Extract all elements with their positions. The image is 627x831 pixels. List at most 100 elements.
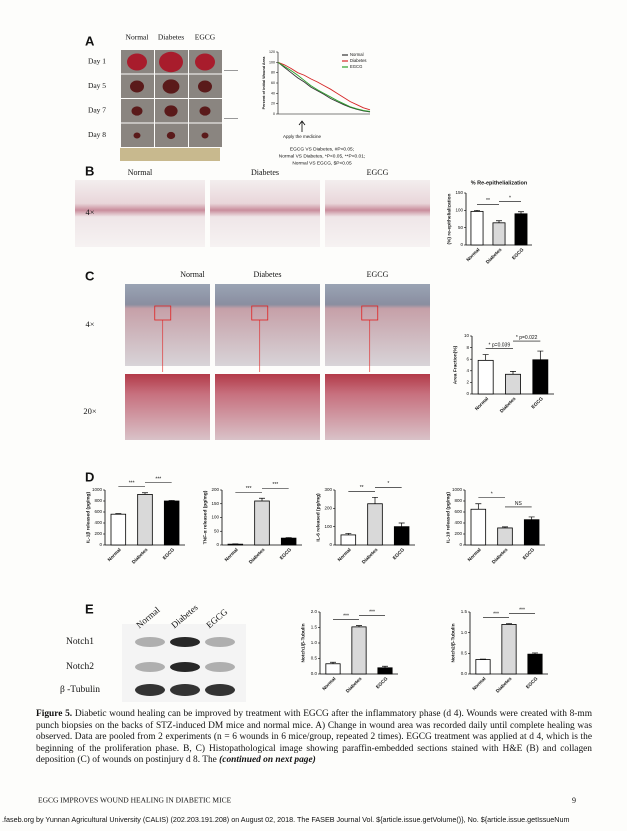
- x-tick-label: Diabetes: [131, 547, 150, 566]
- divider: [224, 118, 238, 119]
- collagen-section: [215, 284, 320, 366]
- blot-band: [170, 662, 200, 672]
- bar: [505, 373, 521, 395]
- y-tick-label: 200: [454, 531, 462, 536]
- blot-band: [205, 637, 235, 647]
- collagen-section: [325, 284, 430, 366]
- protein-label: Notch1: [66, 637, 94, 647]
- x-tick-label: Normal: [474, 396, 490, 412]
- bar: [497, 527, 513, 546]
- bar: [393, 526, 410, 546]
- y-tick-label: 20: [271, 102, 275, 106]
- y-tick-label: 150: [211, 501, 219, 506]
- significance-label: ***: [272, 482, 278, 488]
- column-header: EGCG: [367, 270, 389, 279]
- error-bar: [330, 661, 336, 664]
- y-tick-label: 200: [324, 506, 332, 511]
- x-tick-label: Normal: [224, 547, 240, 563]
- x-tick-label: Diabetes: [491, 547, 510, 566]
- significance-label: ***: [369, 609, 375, 615]
- annotation: Apply the medicine: [283, 134, 322, 139]
- stats-note: Normal VS Diabetes, *P<0.05, **P<0.01;: [279, 153, 365, 159]
- wound: [159, 51, 183, 73]
- x-tick-label: Diabetes: [499, 396, 518, 415]
- significance-label: *: [509, 196, 511, 202]
- y-tick-label: 120: [269, 50, 275, 54]
- caption-label: Figure 5.: [36, 709, 73, 719]
- download-note: .faseb.org by Yunnan Agricultural Univer…: [2, 815, 569, 824]
- error-bar: [502, 526, 508, 528]
- bar: [523, 519, 540, 546]
- x-tick-label: EGCG: [375, 676, 389, 690]
- he-section: [325, 180, 430, 247]
- y-tick-label: 0: [216, 542, 219, 547]
- y-tick-label: 1.5: [311, 625, 318, 630]
- y-tick-label: 0: [459, 542, 462, 547]
- panel-label: E: [85, 601, 94, 616]
- bar: [514, 213, 528, 246]
- error-bar: [506, 623, 512, 625]
- page-number: 9: [572, 796, 576, 805]
- y-tick-label: 8: [466, 345, 469, 350]
- legend-label: EGCG: [350, 64, 362, 69]
- panel-label: C: [85, 268, 95, 283]
- significance-label: ***: [246, 486, 252, 492]
- wound: [164, 105, 178, 117]
- x-tick-label: EGCG: [511, 247, 525, 261]
- significance-label: NS: [515, 501, 523, 507]
- stats-note: Normal VS EGCG, $P<0.05: [292, 160, 352, 166]
- y-tick-label: 100: [269, 60, 275, 64]
- error-bar: [168, 500, 175, 501]
- significance-label: ***: [343, 613, 349, 619]
- blot-band: [135, 684, 165, 696]
- y-tick-label: 600: [454, 509, 462, 514]
- series-line: [277, 61, 371, 112]
- column-header: Diabetes: [251, 168, 279, 177]
- bar: [475, 659, 491, 675]
- bar: [492, 222, 506, 246]
- legend-label: Diabetes: [350, 58, 367, 63]
- divider: [224, 70, 238, 71]
- y-tick-label: 800: [94, 498, 102, 503]
- y-tick-label: 200: [94, 531, 102, 536]
- x-tick-label: EGCG: [525, 676, 539, 690]
- y-tick-label: 1.0: [311, 640, 318, 645]
- y-tick-label: 100: [211, 515, 219, 520]
- wound: [133, 132, 141, 139]
- error-bar: [528, 516, 535, 520]
- series-line: [277, 61, 371, 113]
- collagen-zoom: [325, 374, 430, 440]
- bar: [163, 500, 180, 546]
- x-tick-label: EGCG: [279, 547, 293, 561]
- wound: [130, 80, 144, 93]
- row-label: Day 7: [88, 106, 106, 115]
- y-tick-label: 1000: [452, 487, 463, 492]
- error-bar: [345, 533, 352, 535]
- series-line: [277, 61, 371, 111]
- bar: [227, 543, 244, 546]
- magnification: 20×: [83, 406, 97, 416]
- row-label: Day 1: [88, 57, 106, 66]
- y-axis-label: (%) re-epithelialization: [446, 193, 452, 244]
- error-bar: [372, 496, 378, 504]
- significance-label: ***: [129, 481, 135, 487]
- column-header: Diabetes: [254, 270, 282, 279]
- y-tick-label: 400: [454, 520, 462, 525]
- chart-title: % Re-epithelialization: [471, 180, 528, 186]
- error-bar: [482, 354, 489, 361]
- protein-label: Notch2: [66, 662, 94, 672]
- wound: [127, 53, 147, 71]
- y-tick-label: 0.5: [311, 656, 318, 661]
- y-axis-label: IL-1β released (pg/mg): [85, 492, 91, 544]
- y-tick-label: 50: [458, 225, 464, 230]
- bar: [351, 626, 367, 675]
- panel-label: A: [85, 33, 95, 48]
- he-section: [210, 180, 320, 247]
- wound: [162, 79, 180, 94]
- y-tick-label: 0.0: [311, 671, 318, 676]
- column-header: Normal: [180, 270, 205, 279]
- y-tick-label: 0: [273, 112, 275, 116]
- significance-label: * p=0.022: [516, 335, 538, 341]
- significance-label: **: [360, 485, 364, 491]
- y-tick-label: 0.0: [461, 671, 468, 676]
